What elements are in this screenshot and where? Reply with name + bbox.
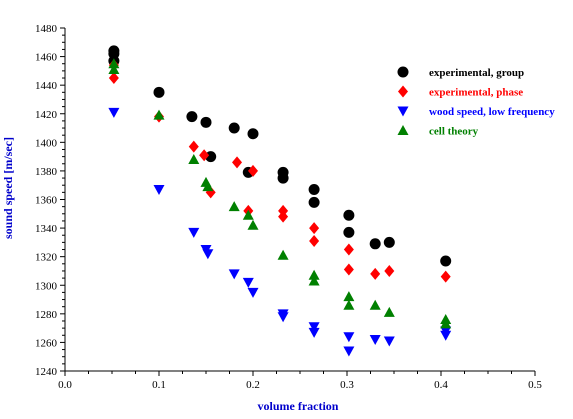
y-tick-label: 1260 [35,337,58,349]
point-experimental-phase [232,156,243,169]
point-wood-speed-low-frequency [188,227,200,238]
point-experimental-phase [248,164,258,177]
point-experimental-phase [188,140,199,153]
point-wood-speed-low-frequency [308,327,320,338]
y-tick-label: 1420 [35,109,58,121]
point-wood-speed-low-frequency [153,184,165,195]
point-experimental-phase [440,270,451,283]
y-tick-label: 1400 [35,137,58,149]
point-cell-theory [188,153,200,164]
point-experimental-group [308,196,320,208]
legend: experimental, group experimental, phase wo… [397,66,555,138]
point-wood-speed-low-frequency [383,336,395,347]
point-experimental-group [277,172,289,184]
point-wood-speed-low-frequency [242,277,254,288]
point-experimental-group [308,183,320,195]
point-cell-theory [247,219,259,230]
y-tick-label: 1340 [35,223,58,235]
point-experimental-group [247,128,259,140]
legend-marker-wood-speed-low-frequency [397,106,409,117]
point-cell-theory [343,299,355,310]
point-wood-speed-low-frequency [202,249,214,260]
point-experimental-group [153,86,165,98]
point-experimental-phase [370,267,381,280]
y-tick-label: 1380 [35,166,58,178]
point-experimental-group [343,209,355,221]
point-cell-theory [228,201,240,212]
y-tick-label: 1320 [35,252,58,264]
y-tick-label: 1460 [35,52,58,64]
point-cell-theory [153,109,165,120]
point-experimental-phase [108,72,119,85]
axes: 0.0 0.1 0.2 0.3 0.4 0.5 1240 1260 1280 1300 1320 13… [35,23,542,391]
point-cell-theory [369,299,381,310]
legend-label-cell-theory: cell theory [429,126,479,138]
point-cell-theory [108,58,120,69]
y-tick-label: 1480 [35,23,58,35]
point-experimental-group [343,226,355,238]
point-cell-theory [383,306,395,317]
x-tick-label: 0.4 [434,379,448,391]
point-cell-theory [308,269,320,280]
point-experimental-phase [309,222,320,235]
point-wood-speed-low-frequency [343,346,355,357]
point-experimental-group [228,122,240,134]
point-experimental-phase [343,243,354,256]
y-tick-label: 1240 [35,366,58,378]
y-axis-title: sound speed [m/sec] [1,137,15,239]
point-wood-speed-low-frequency [308,322,320,333]
point-wood-speed-low-frequency [343,332,355,343]
legend-label-wood-speed-low-frequency: wood speed, low frequency [429,106,555,118]
y-tick-label: 1280 [35,309,58,321]
point-wood-speed-low-frequency [228,269,240,280]
point-cell-theory [308,275,320,286]
data-points [108,45,452,357]
point-experimental-group [369,238,381,250]
point-experimental-phase [343,263,354,276]
legend-marker-cell-theory [397,125,409,135]
point-wood-speed-low-frequency [247,287,259,298]
point-experimental-group [186,111,198,123]
y-tick-label: 1440 [35,80,58,92]
y-tick-label: 1300 [35,280,58,292]
y-tick-label: 1360 [35,195,58,207]
point-wood-speed-low-frequency [108,107,120,118]
x-tick-label: 0.0 [58,379,72,391]
legend-marker-experimental-group [397,66,409,78]
point-cell-theory [343,291,355,302]
legend-label-experimental-group: experimental, group [429,67,524,79]
legend-label-experimental-phase: experimental, phase [429,87,523,99]
x-tick-label: 0.1 [152,379,166,391]
point-wood-speed-low-frequency [440,330,452,341]
point-experimental-group [440,255,452,267]
x-tick-label: 0.2 [246,379,260,391]
x-axis-title: volume fraction [258,399,339,413]
point-experimental-phase [309,234,320,247]
point-cell-theory [242,209,254,220]
legend-marker-experimental-phase [398,85,408,98]
point-experimental-group [200,116,212,128]
point-cell-theory [202,181,214,192]
point-experimental-group [383,236,395,248]
point-experimental-phase [278,210,289,223]
point-experimental-phase [199,149,210,162]
point-wood-speed-low-frequency [277,312,289,323]
point-experimental-phase [384,264,395,277]
point-cell-theory [277,249,289,260]
x-tick-label: 0.3 [340,379,354,391]
x-tick-label: 0.5 [528,379,542,391]
point-cell-theory [440,318,452,329]
point-wood-speed-low-frequency [369,335,381,346]
point-cell-theory [108,63,120,74]
